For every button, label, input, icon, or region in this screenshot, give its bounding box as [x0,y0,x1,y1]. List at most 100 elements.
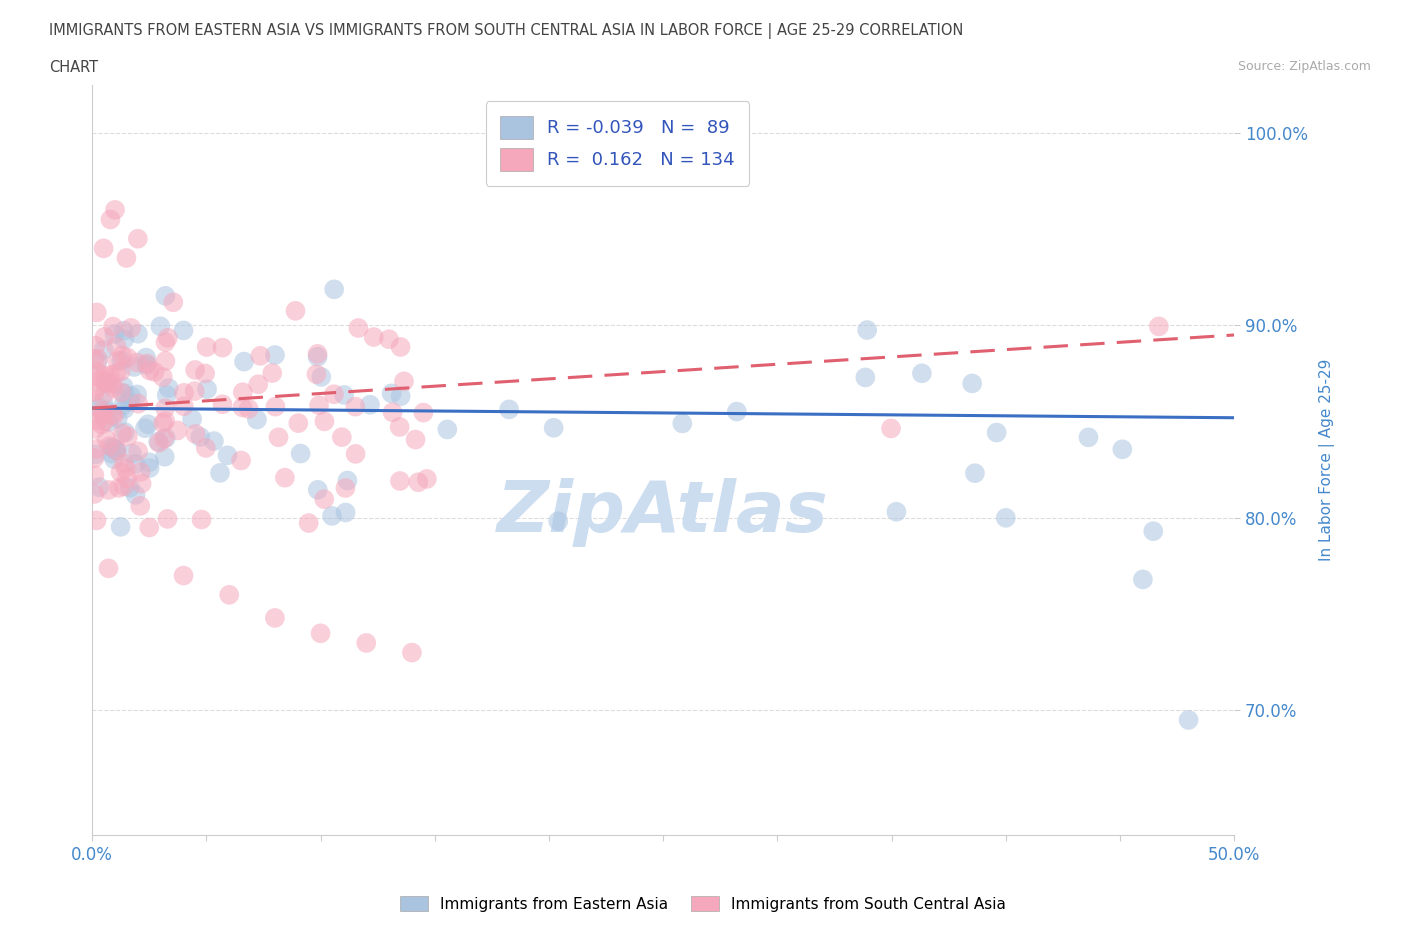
Point [305,366,328,381]
Point [96,404,118,418]
Point [153,401,176,416]
Point [104,203,127,218]
Point [112,379,135,394]
Point [111,398,134,413]
Point [107,353,129,368]
Point [120,389,142,404]
Point [363,329,385,344]
Point [124,487,146,502]
Point [960,376,983,391]
Point [853,370,876,385]
Point [725,405,748,419]
Point [127,444,149,458]
Point [86,365,108,379]
Point [401,645,423,660]
Point [97,483,120,498]
Point [90,404,112,418]
Point [389,389,412,404]
Point [121,446,143,461]
Point [117,429,139,444]
Point [101,406,124,421]
Point [138,455,160,470]
Point [188,430,211,445]
Point [247,377,270,392]
Point [86,513,108,528]
Point [218,588,240,603]
Point [184,427,207,442]
Point [162,295,184,310]
Point [195,382,218,397]
Point [229,453,252,468]
Point [1147,319,1170,334]
Point [184,363,207,378]
Point [238,402,260,417]
Point [1177,712,1199,727]
Point [127,355,149,370]
Point [83,368,105,383]
Point [166,423,188,438]
Point [231,400,253,415]
Point [190,512,212,527]
Point [93,368,115,383]
Point [262,365,284,380]
Point [323,387,346,402]
Point [129,498,152,513]
Point [156,330,179,345]
Point [307,347,329,362]
Point [112,456,135,471]
Point [321,509,343,524]
Point [84,447,107,462]
Point [173,385,195,400]
Point [105,365,128,380]
Point [173,568,195,583]
Text: ZipAtlas: ZipAtlas [498,478,830,547]
Point [195,339,218,354]
Point [103,452,125,467]
Point [671,416,693,431]
Point [114,425,136,440]
Point [94,375,117,390]
Point [110,519,132,534]
Point [405,432,427,447]
Point [135,357,157,372]
Point [498,402,520,417]
Point [114,461,136,476]
Point [381,386,404,401]
Point [986,425,1008,440]
Point [100,212,122,227]
Point [314,492,336,507]
Point [208,466,231,481]
Point [1077,430,1099,445]
Point [408,475,430,490]
Point [100,376,122,391]
Point [112,324,135,339]
Point [389,339,412,354]
Point [110,465,132,480]
Point [96,375,118,390]
Point [246,412,269,427]
Point [217,448,239,463]
Point [118,480,141,495]
Point [111,426,134,441]
Point [103,326,125,341]
Point [105,339,128,354]
Point [249,349,271,364]
Point [146,434,169,449]
Point [388,419,411,434]
Y-axis label: In Labor Force | Age 25-29: In Labor Force | Age 25-29 [1319,359,1334,562]
Point [108,481,131,496]
Point [157,380,180,395]
Point [91,407,114,422]
Point [100,446,122,461]
Point [274,471,297,485]
Point [83,486,105,501]
Point [307,483,329,498]
Point [110,353,132,368]
Point [83,352,105,366]
Point [388,473,411,488]
Point [138,460,160,475]
Point [173,399,195,414]
Point [110,364,132,379]
Point [93,329,115,344]
Point [344,399,367,414]
